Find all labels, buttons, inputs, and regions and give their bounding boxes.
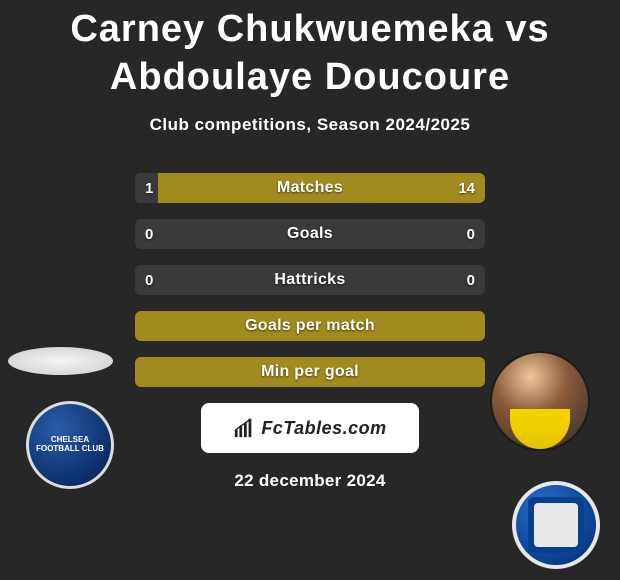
chelsea-badge-text: CHELSEAFOOTBALL CLUB	[36, 436, 104, 454]
player1-club-logo: CHELSEAFOOTBALL CLUB	[26, 401, 114, 489]
stat-row: Goals per match	[135, 311, 485, 341]
stat-row: 00Hattricks	[135, 265, 485, 295]
comparison-subtitle: Club competitions, Season 2024/2025	[0, 115, 620, 135]
everton-badge-shape	[528, 497, 584, 553]
stat-label: Goals per match	[135, 311, 485, 341]
stats-area: CHELSEAFOOTBALL CLUB 114Matches 00Goals 00…	[0, 173, 620, 491]
branding-badge: FcTables.com	[201, 403, 419, 453]
stat-row: 00Goals	[135, 219, 485, 249]
stat-row: 114Matches	[135, 173, 485, 203]
player2-photo	[490, 351, 590, 451]
stat-label: Matches	[135, 173, 485, 203]
stat-label: Hattricks	[135, 265, 485, 295]
stat-label: Min per goal	[135, 357, 485, 387]
player2-club-logo	[512, 481, 600, 569]
chart-icon	[233, 417, 255, 439]
stat-row: Min per goal	[135, 357, 485, 387]
stat-label: Goals	[135, 219, 485, 249]
branding-text: FcTables.com	[261, 418, 386, 439]
comparison-title: Carney Chukwuemeka vs Abdoulaye Doucoure	[0, 0, 620, 101]
player1-photo	[8, 347, 113, 375]
